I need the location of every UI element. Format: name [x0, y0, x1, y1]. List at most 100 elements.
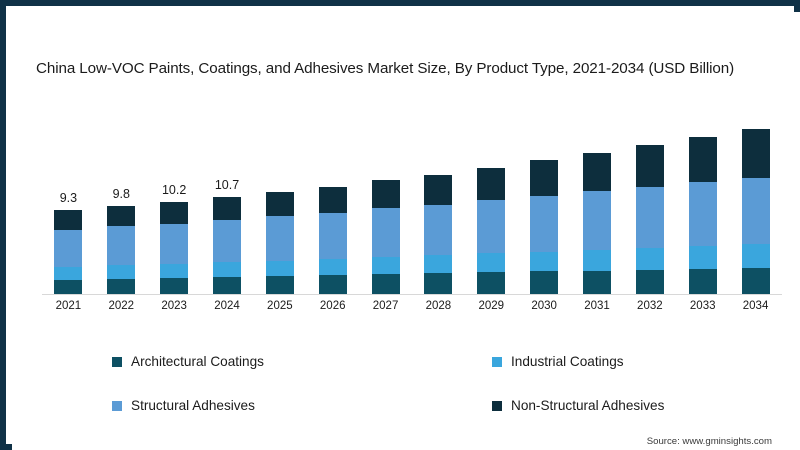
bar-segment[interactable]: [160, 277, 189, 294]
bar-segment[interactable]: [54, 229, 83, 267]
bar-segment[interactable]: [424, 204, 453, 256]
bar-segment[interactable]: [582, 153, 611, 192]
legend-swatch-icon: [492, 356, 502, 367]
bar-segment[interactable]: [107, 205, 136, 227]
stacked-bar[interactable]: [635, 145, 664, 294]
x-axis-tick: 2026: [319, 300, 346, 312]
stacked-bar[interactable]: [424, 174, 453, 294]
bar-segment[interactable]: [582, 270, 611, 294]
bar-segment[interactable]: [688, 246, 717, 269]
x-axis-tick: 2030: [531, 300, 557, 312]
bar-segment[interactable]: [530, 251, 559, 272]
bar-segment[interactable]: [318, 275, 347, 294]
bar-segment[interactable]: [54, 279, 83, 294]
x-axis-tick: 2023: [161, 300, 187, 312]
bar-segment[interactable]: [635, 186, 664, 248]
stacked-bar[interactable]: [741, 128, 770, 294]
bar-segment[interactable]: [371, 208, 400, 257]
bar-group[interactable]: [201, 108, 254, 294]
bar-segment[interactable]: [477, 200, 506, 254]
legend-item[interactable]: Non-Structural Adhesives: [492, 398, 664, 413]
bar-segment[interactable]: [530, 160, 559, 196]
bar-segment[interactable]: [371, 274, 400, 294]
bar-group[interactable]: [729, 108, 782, 294]
bar-segment[interactable]: [107, 226, 136, 266]
bar-group[interactable]: [518, 108, 571, 294]
bar-group[interactable]: [676, 108, 729, 294]
legend-item[interactable]: Structural Adhesives: [112, 398, 255, 413]
bar-segment[interactable]: [424, 255, 453, 274]
bar-segment[interactable]: [582, 191, 611, 250]
bar-group[interactable]: [42, 108, 95, 294]
bar-segment[interactable]: [371, 257, 400, 275]
bar-segment[interactable]: [741, 128, 770, 178]
bar-group[interactable]: [306, 108, 359, 294]
bar-segment[interactable]: [107, 265, 136, 279]
bar-segment[interactable]: [530, 271, 559, 294]
bar-segment[interactable]: [477, 253, 506, 273]
bar-segment[interactable]: [530, 195, 559, 252]
source-attribution: Source: www.gminsights.com: [646, 436, 772, 447]
bar-group[interactable]: [465, 108, 518, 294]
bar-segment[interactable]: [688, 268, 717, 294]
bar-segment[interactable]: [160, 223, 189, 265]
legend-label: Structural Adhesives: [131, 398, 255, 413]
legend-label: Architectural Coatings: [131, 354, 264, 369]
stacked-bar[interactable]: [54, 210, 83, 294]
bar-segment[interactable]: [635, 145, 664, 187]
stacked-bar[interactable]: [530, 160, 559, 294]
bar-segment[interactable]: [107, 278, 136, 294]
bar-segment[interactable]: [477, 167, 506, 201]
bar-segment[interactable]: [265, 260, 294, 276]
bar-segment[interactable]: [741, 177, 770, 245]
stacked-bar[interactable]: [371, 180, 400, 294]
bar-segment[interactable]: [318, 212, 347, 259]
bar-segment[interactable]: [54, 210, 83, 230]
bar-segment[interactable]: [212, 220, 241, 263]
bar-segment[interactable]: [424, 273, 453, 294]
stacked-bar[interactable]: [318, 186, 347, 294]
bar-segment[interactable]: [318, 258, 347, 276]
stacked-bar[interactable]: [107, 205, 136, 294]
bar-segment[interactable]: [265, 275, 294, 294]
bar-group[interactable]: [95, 108, 148, 294]
bar-group[interactable]: [359, 108, 412, 294]
legend-item[interactable]: Architectural Coatings: [112, 354, 264, 369]
bar-segment[interactable]: [318, 186, 347, 213]
stacked-bar[interactable]: [160, 201, 189, 294]
bar-segment[interactable]: [424, 174, 453, 205]
bar-segment[interactable]: [477, 272, 506, 294]
bar-segment[interactable]: [54, 266, 83, 280]
stacked-bar[interactable]: [688, 136, 717, 294]
bar-segment[interactable]: [212, 262, 241, 277]
stacked-bar[interactable]: [265, 192, 294, 294]
bar-segment[interactable]: [160, 201, 189, 224]
stacked-bar[interactable]: [477, 167, 506, 294]
bar-segment[interactable]: [635, 247, 664, 270]
x-axis-tick: 2022: [108, 300, 135, 312]
bar-segment[interactable]: [741, 244, 770, 268]
bar-group[interactable]: [571, 108, 624, 294]
bar-segment[interactable]: [371, 180, 400, 209]
bar-group[interactable]: [148, 108, 201, 294]
bar-segment[interactable]: [688, 136, 717, 183]
stacked-bar[interactable]: [212, 197, 241, 294]
bar-group[interactable]: [412, 108, 465, 294]
bar-group[interactable]: [623, 108, 676, 294]
bar-segment[interactable]: [160, 264, 189, 278]
plot-area: 9.3 9.8 10.2 10.7: [42, 108, 782, 294]
bar-segment[interactable]: [265, 216, 294, 261]
bar-segment[interactable]: [212, 276, 241, 294]
bar-segment[interactable]: [741, 267, 770, 294]
bar-segment[interactable]: [265, 192, 294, 217]
bar-segment[interactable]: [582, 249, 611, 271]
chart-panel: China Low-VOC Paints, Coatings, and Adhe…: [12, 12, 800, 450]
x-axis-tick: 2024: [214, 300, 240, 312]
bar-segment[interactable]: [635, 269, 664, 294]
stacked-bar[interactable]: [582, 153, 611, 294]
legend-item[interactable]: Industrial Coatings: [492, 354, 624, 369]
x-axis-tick: 2033: [689, 300, 716, 312]
bar-segment[interactable]: [688, 182, 717, 247]
bar-segment[interactable]: [212, 197, 241, 220]
bar-group[interactable]: [253, 108, 306, 294]
